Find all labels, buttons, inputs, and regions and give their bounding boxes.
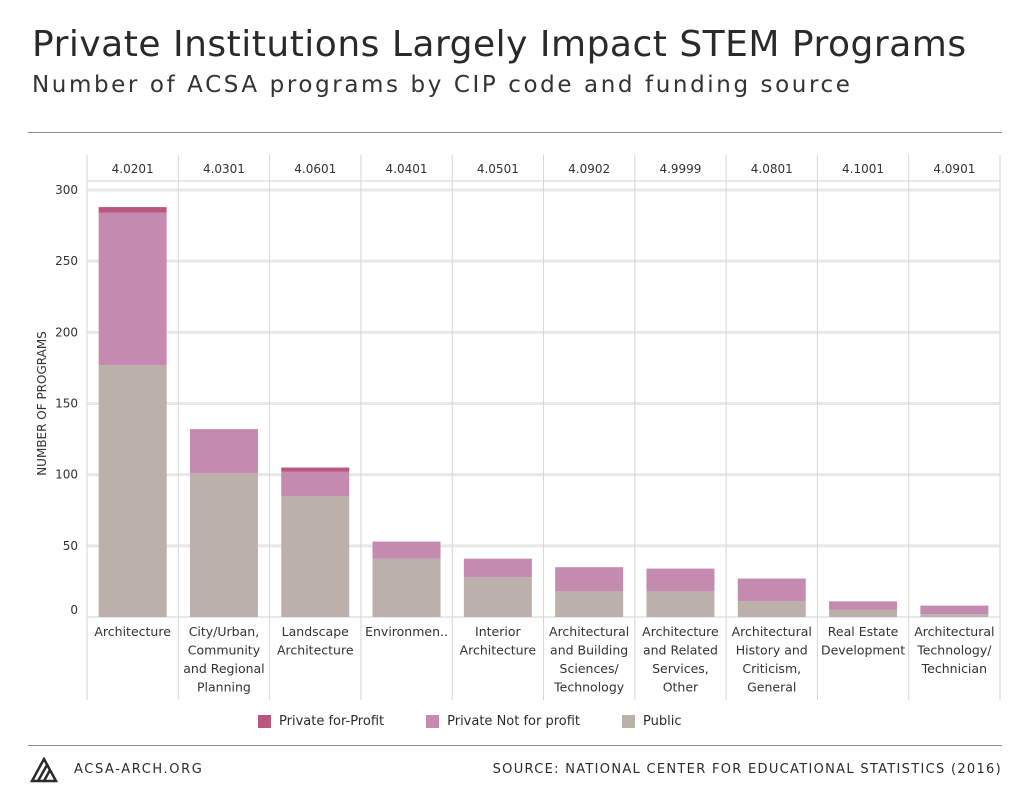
category-label: Architectural	[914, 624, 994, 639]
category-label: Community	[188, 643, 261, 658]
category-label: Environmen..	[365, 624, 448, 639]
category-label: Landscape	[282, 624, 349, 639]
footer-site: ACSA-ARCH.ORG	[74, 762, 204, 777]
bar-segment-private-not-for-profit	[463, 558, 532, 578]
category-label: General	[747, 680, 796, 695]
footer-source: SOURCE: NATIONAL CENTER FOR EDUCATIONAL …	[492, 762, 1002, 777]
y-tick-label: 100	[55, 468, 78, 482]
bar-segment-private-for-profit	[98, 207, 167, 213]
category-label: Interior	[475, 624, 521, 639]
category-label: Planning	[197, 680, 251, 695]
bar-segment-public	[189, 473, 258, 617]
category-label: Architecture	[642, 624, 719, 639]
y-tick-label: 0	[70, 603, 78, 617]
bar-segment-private-not-for-profit	[372, 541, 441, 559]
cip-code-label: 4.0601	[294, 162, 336, 176]
legend: Private for-Profit Private Not for profi…	[258, 714, 724, 729]
bar-segment-private-not-for-profit	[920, 605, 989, 615]
y-tick-label: 250	[55, 254, 78, 268]
category-label: Technology/	[916, 643, 992, 658]
category-label: Development	[821, 643, 905, 658]
stacked-bar-chart: 0 50 100 150 200 250 300 4.0201 4.0301 4.0601 4.04…	[35, 155, 1001, 700]
bar-segment-public	[281, 496, 350, 617]
bar-segment-public	[98, 365, 167, 617]
legend-swatch-private-for-profit	[258, 715, 271, 728]
cip-code-label: 4.0401	[386, 162, 428, 176]
y-tick-label: 50	[63, 539, 78, 553]
bar-segment-private-not-for-profit	[737, 578, 806, 602]
cip-code-label: 4.0501	[477, 162, 519, 176]
legend-label-private-not-for-profit: Private Not for profit	[447, 714, 581, 729]
bar-segment-public	[646, 591, 715, 617]
legend-item-private-not-for-profit: Private Not for profit	[426, 714, 580, 729]
top-divider	[28, 132, 1002, 133]
bar-segment-private-not-for-profit	[829, 601, 898, 610]
category-label: Technology	[553, 680, 625, 695]
bar-segment-private-not-for-profit	[281, 471, 350, 497]
bar-segment-private-for-profit	[281, 467, 350, 472]
chart-subtitle: Number of ACSA programs by CIP code and …	[32, 72, 853, 98]
legend-label-public: Public	[643, 714, 682, 729]
category-label: Real Estate	[828, 624, 899, 639]
y-axis-label: NUMBER OF PROGRAMS	[35, 331, 49, 476]
category-label: Technician	[921, 661, 987, 676]
category-label: and Regional	[183, 661, 264, 676]
bar-segment-public	[555, 591, 624, 617]
cip-code-label: 4.0902	[568, 162, 610, 176]
legend-item-public: Public	[622, 714, 682, 729]
bar-segment-private-not-for-profit	[98, 212, 167, 366]
bar-segment-private-not-for-profit	[189, 429, 258, 474]
y-tick-label: 300	[55, 183, 78, 197]
category-label: History and	[736, 643, 808, 658]
bar-segment-public	[920, 614, 989, 617]
chart-title: Private Institutions Largely Impact STEM…	[32, 24, 967, 65]
cip-code-label: 4.1001	[842, 162, 884, 176]
y-tick-label: 200	[55, 325, 78, 339]
category-label: Criticism,	[742, 661, 801, 676]
bar-segment-public	[829, 609, 898, 617]
bar-segment-public	[463, 577, 532, 617]
cip-code-label: 4.9999	[659, 162, 701, 176]
category-label: City/Urban,	[189, 624, 260, 639]
category-label: Architecture	[277, 643, 354, 658]
bar-segment-public	[737, 601, 806, 617]
category-label: Sciences/	[560, 661, 620, 676]
cip-code-label: 4.0901	[933, 162, 975, 176]
bar-segment-private-not-for-profit	[646, 568, 715, 592]
category-label: Architectural	[732, 624, 812, 639]
bar-segment-private-not-for-profit	[555, 567, 624, 592]
cip-code-label: 4.0301	[203, 162, 245, 176]
category-label: and Building	[550, 643, 628, 658]
y-tick-label: 150	[55, 397, 78, 411]
acsa-logo-icon	[30, 757, 59, 783]
cip-code-label: 4.0801	[751, 162, 793, 176]
category-label: and Related	[643, 643, 718, 658]
legend-item-private-for-profit: Private for-Profit	[258, 714, 384, 729]
category-label: Services,	[652, 661, 709, 676]
bottom-divider	[28, 745, 1002, 746]
category-label: Other	[663, 680, 699, 695]
legend-label-private-for-profit: Private for-Profit	[279, 714, 385, 729]
cip-code-label: 4.0201	[112, 162, 154, 176]
category-label: Architecture	[94, 624, 171, 639]
category-label: Architectural	[549, 624, 629, 639]
legend-swatch-public	[622, 715, 636, 728]
bar-segment-public	[372, 558, 441, 617]
category-label: Architecture	[460, 643, 537, 658]
legend-swatch-private-not-for-profit	[426, 715, 440, 728]
